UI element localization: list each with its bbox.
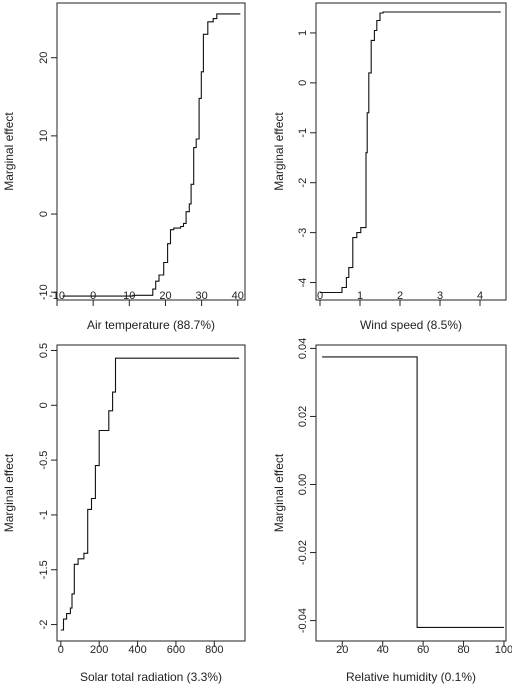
y-axis-label: Marginal effect (272, 112, 286, 191)
series-line (322, 356, 504, 628)
y-tick-label: -2 (297, 178, 309, 188)
x-axis-label: Wind speed (8.5%) (360, 318, 462, 332)
y-tick-label: -1.5 (38, 560, 50, 579)
x-tick-label: 20 (159, 290, 171, 302)
y-tick-label: -0.5 (38, 451, 50, 470)
x-axis-label: Solar total radiation (3.3%) (80, 670, 222, 684)
y-tick-label: -0.02 (297, 540, 309, 565)
x-tick-label: 600 (167, 644, 185, 656)
y-tick-label: 0.5 (38, 343, 50, 358)
x-tick-label: 200 (90, 644, 108, 656)
x-tick-label: 0 (58, 644, 64, 656)
plot-frame (56, 344, 246, 642)
x-tick-label: 800 (205, 644, 223, 656)
y-tick-label: 1 (297, 30, 309, 36)
y-tick-label: 0.04 (297, 338, 309, 359)
x-tick-label: 20 (336, 644, 348, 656)
x-tick-label: 2 (397, 290, 403, 302)
y-tick-label: -0.04 (297, 608, 309, 633)
y-axis-label: Marginal effect (2, 453, 16, 532)
y-axis-label: Marginal effect (272, 453, 286, 532)
y-tick-label: 0 (297, 80, 309, 86)
plot-frame (315, 344, 507, 642)
y-tick-label: -1 (297, 128, 309, 138)
x-tick-label: 40 (377, 644, 389, 656)
series-line (60, 357, 240, 631)
y-axis-label: Marginal effect (2, 112, 16, 191)
y-tick-label: -3 (297, 228, 309, 238)
y-tick-label: -4 (297, 278, 309, 288)
y-tick-label: -10 (38, 284, 50, 300)
x-tick-label: 40 (232, 290, 244, 302)
series-line (320, 11, 501, 294)
y-tick-label: 10 (38, 130, 50, 142)
x-axis-label: Air temperature (88.7%) (87, 318, 215, 332)
plot-frame (56, 2, 246, 301)
x-tick-label: 80 (457, 644, 469, 656)
x-tick-label: 4 (477, 290, 483, 302)
x-tick-label: -10 (49, 290, 65, 302)
x-tick-label: 30 (195, 290, 207, 302)
x-tick-label: 3 (437, 290, 443, 302)
x-axis-label: Relative humidity (0.1%) (346, 670, 476, 684)
x-tick-label: 60 (417, 644, 429, 656)
x-tick-label: 1 (357, 290, 363, 302)
x-tick-label: 400 (128, 644, 146, 656)
y-tick-label: 0 (38, 211, 50, 217)
y-tick-label: -1 (38, 510, 50, 520)
x-tick-label: 100 (495, 644, 512, 656)
y-tick-label: 20 (38, 52, 50, 64)
chart-panel-4: 20 40 60 80 100 -0.04 -0.02 0.00 0.02 0.04 Relativ… (272, 338, 512, 684)
x-tick-label: 0 (317, 290, 323, 302)
y-tick-label: 0.00 (297, 474, 309, 495)
y-tick-label: -2 (38, 620, 50, 630)
series-line (62, 13, 241, 297)
chart-panel-2: 0 1 2 3 4 -4 -3 -2 -1 0 1 Wind speed (8.5%) Marginal… (272, 2, 507, 332)
plot-frame (315, 2, 507, 301)
y-tick-label: 0 (38, 402, 50, 408)
chart-panel-3: 0 200 400 600 800 -2 -1.5 -1 -0.5 0 0.5 Solar total… (2, 343, 246, 684)
y-tick-label: 0.02 (297, 406, 309, 427)
